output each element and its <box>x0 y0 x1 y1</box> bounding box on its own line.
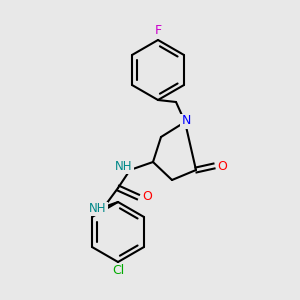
Text: O: O <box>217 160 227 172</box>
Text: NH: NH <box>89 202 107 215</box>
Text: F: F <box>154 25 162 38</box>
Text: O: O <box>142 190 152 203</box>
Text: Cl: Cl <box>112 265 124 278</box>
Text: NH: NH <box>115 160 133 173</box>
Text: N: N <box>181 115 191 128</box>
